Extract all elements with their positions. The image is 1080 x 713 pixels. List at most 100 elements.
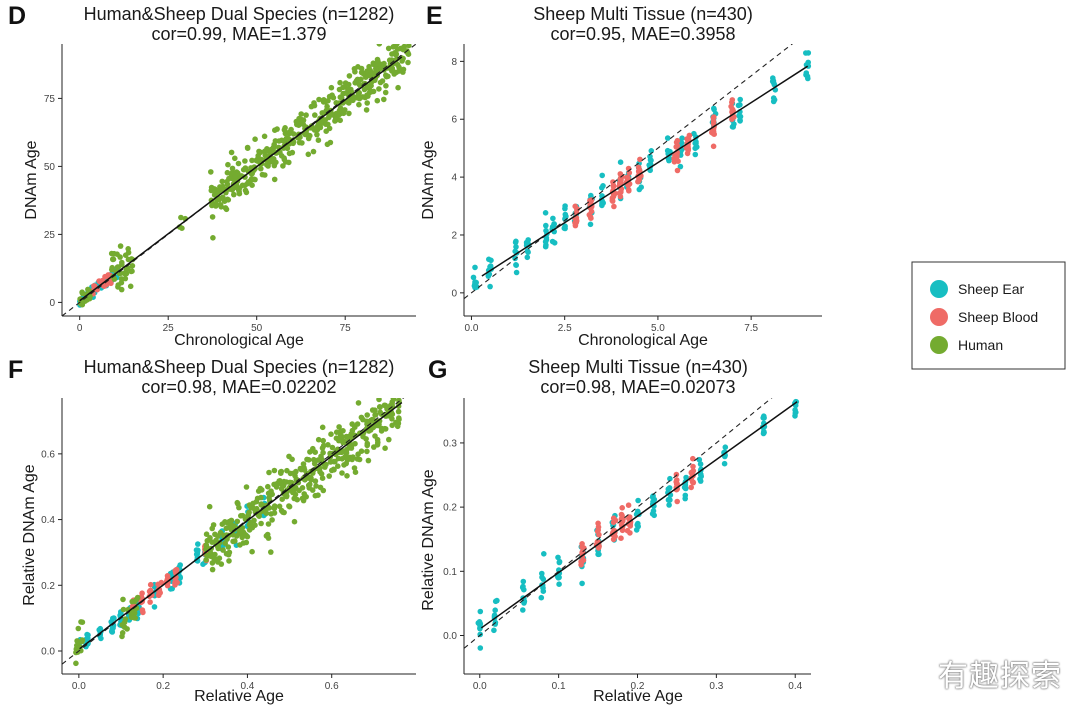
point-human bbox=[346, 100, 352, 106]
x-tick-label: 0.3 bbox=[709, 681, 723, 692]
point-sheep-blood bbox=[610, 515, 617, 521]
point-human bbox=[212, 191, 219, 197]
point-human bbox=[257, 486, 263, 493]
point-human bbox=[178, 214, 184, 221]
legend-marker-human bbox=[930, 336, 948, 354]
point-human bbox=[232, 538, 238, 544]
point-human bbox=[129, 268, 135, 275]
point-human bbox=[358, 76, 364, 83]
point-sheep-ear bbox=[698, 466, 704, 473]
point-human bbox=[79, 674, 85, 680]
point-human bbox=[305, 135, 312, 142]
point-human bbox=[281, 509, 287, 516]
point-human bbox=[264, 531, 271, 538]
point-human bbox=[324, 141, 331, 148]
point-sheep-ear bbox=[647, 157, 654, 163]
point-human bbox=[356, 81, 363, 88]
point-human bbox=[287, 479, 293, 486]
x-tick-label: 0.2 bbox=[631, 681, 645, 692]
point-sheep-ear bbox=[555, 554, 561, 561]
point-human bbox=[278, 470, 284, 477]
point-sheep-ear bbox=[513, 262, 519, 268]
point-human bbox=[282, 125, 288, 131]
point-human bbox=[382, 89, 389, 96]
identity-line bbox=[464, 44, 794, 300]
point-human bbox=[79, 299, 85, 306]
point-human bbox=[329, 112, 335, 118]
point-human bbox=[291, 470, 297, 477]
y-tick-label: 0.1 bbox=[443, 567, 457, 578]
point-human bbox=[258, 494, 264, 501]
point-human bbox=[271, 505, 278, 512]
point-sheep-ear bbox=[635, 520, 641, 527]
point-sheep-blood bbox=[616, 190, 623, 196]
legend-marker-sheep-blood bbox=[930, 308, 948, 326]
point-sheep-blood bbox=[580, 545, 586, 551]
point-human bbox=[400, 46, 407, 53]
point-human bbox=[364, 440, 371, 447]
point-sheep-blood bbox=[690, 468, 697, 474]
point-sheep-blood bbox=[611, 203, 617, 210]
point-sheep-ear bbox=[118, 610, 124, 617]
point-human bbox=[213, 537, 219, 544]
point-sheep-ear bbox=[540, 585, 546, 591]
point-human bbox=[377, 404, 383, 411]
point-human bbox=[359, 69, 366, 76]
point-human bbox=[235, 160, 242, 167]
point-human bbox=[272, 481, 278, 488]
point-human bbox=[387, 390, 393, 396]
point-sheep-ear bbox=[542, 243, 549, 250]
y-tick-label: 0 bbox=[49, 298, 55, 309]
point-human bbox=[317, 469, 323, 475]
point-human bbox=[376, 44, 383, 47]
point-human bbox=[217, 529, 224, 536]
plot-area bbox=[62, 44, 416, 316]
point-sheep-ear bbox=[587, 221, 594, 228]
point-human bbox=[405, 59, 411, 66]
y-tick-label: 8 bbox=[451, 57, 457, 68]
point-human bbox=[286, 130, 292, 137]
point-sheep-ear bbox=[677, 163, 684, 170]
point-human bbox=[337, 117, 344, 124]
point-human bbox=[250, 505, 256, 512]
point-human bbox=[258, 509, 264, 515]
x-tick-label: 0.4 bbox=[240, 681, 254, 692]
point-human bbox=[377, 409, 384, 416]
point-sheep-ear bbox=[488, 257, 494, 264]
point-sheep-ear bbox=[556, 558, 563, 565]
point-human bbox=[289, 487, 296, 494]
point-sheep-blood bbox=[612, 533, 618, 540]
point-human bbox=[274, 126, 280, 132]
point-sheep-blood bbox=[675, 158, 681, 164]
point-human bbox=[253, 498, 260, 505]
point-sheep-ear bbox=[664, 135, 671, 141]
point-sheep-blood bbox=[158, 579, 165, 586]
point-sheep-blood bbox=[594, 528, 601, 535]
point-sheep-ear bbox=[477, 645, 484, 651]
point-sheep-ear bbox=[697, 461, 704, 467]
point-human bbox=[203, 557, 209, 563]
point-sheep-ear bbox=[737, 117, 743, 123]
point-human bbox=[385, 73, 391, 80]
point-sheep-blood bbox=[674, 498, 680, 505]
point-human bbox=[386, 436, 392, 443]
point-sheep-blood bbox=[618, 511, 625, 518]
point-sheep-ear bbox=[692, 151, 699, 158]
watermark: 有趣探索 bbox=[938, 659, 1062, 694]
point-sheep-ear bbox=[492, 607, 499, 613]
point-human bbox=[293, 118, 300, 125]
point-sheep-ear bbox=[599, 202, 605, 209]
point-sheep-ear bbox=[769, 78, 776, 85]
panel-g: G Sheep Multi Tissue (n=430) cor=0.98, M… bbox=[420, 356, 811, 705]
point-sheep-ear bbox=[475, 620, 482, 626]
point-human bbox=[271, 176, 278, 183]
point-sheep-blood bbox=[729, 97, 736, 103]
point-sheep-blood bbox=[624, 527, 631, 534]
point-human bbox=[374, 60, 381, 67]
point-human bbox=[123, 270, 130, 277]
identity-line bbox=[62, 398, 405, 665]
y-tick-label: 6 bbox=[451, 115, 457, 126]
point-human bbox=[285, 135, 292, 142]
point-sheep-ear bbox=[761, 428, 767, 435]
point-human bbox=[124, 265, 131, 272]
